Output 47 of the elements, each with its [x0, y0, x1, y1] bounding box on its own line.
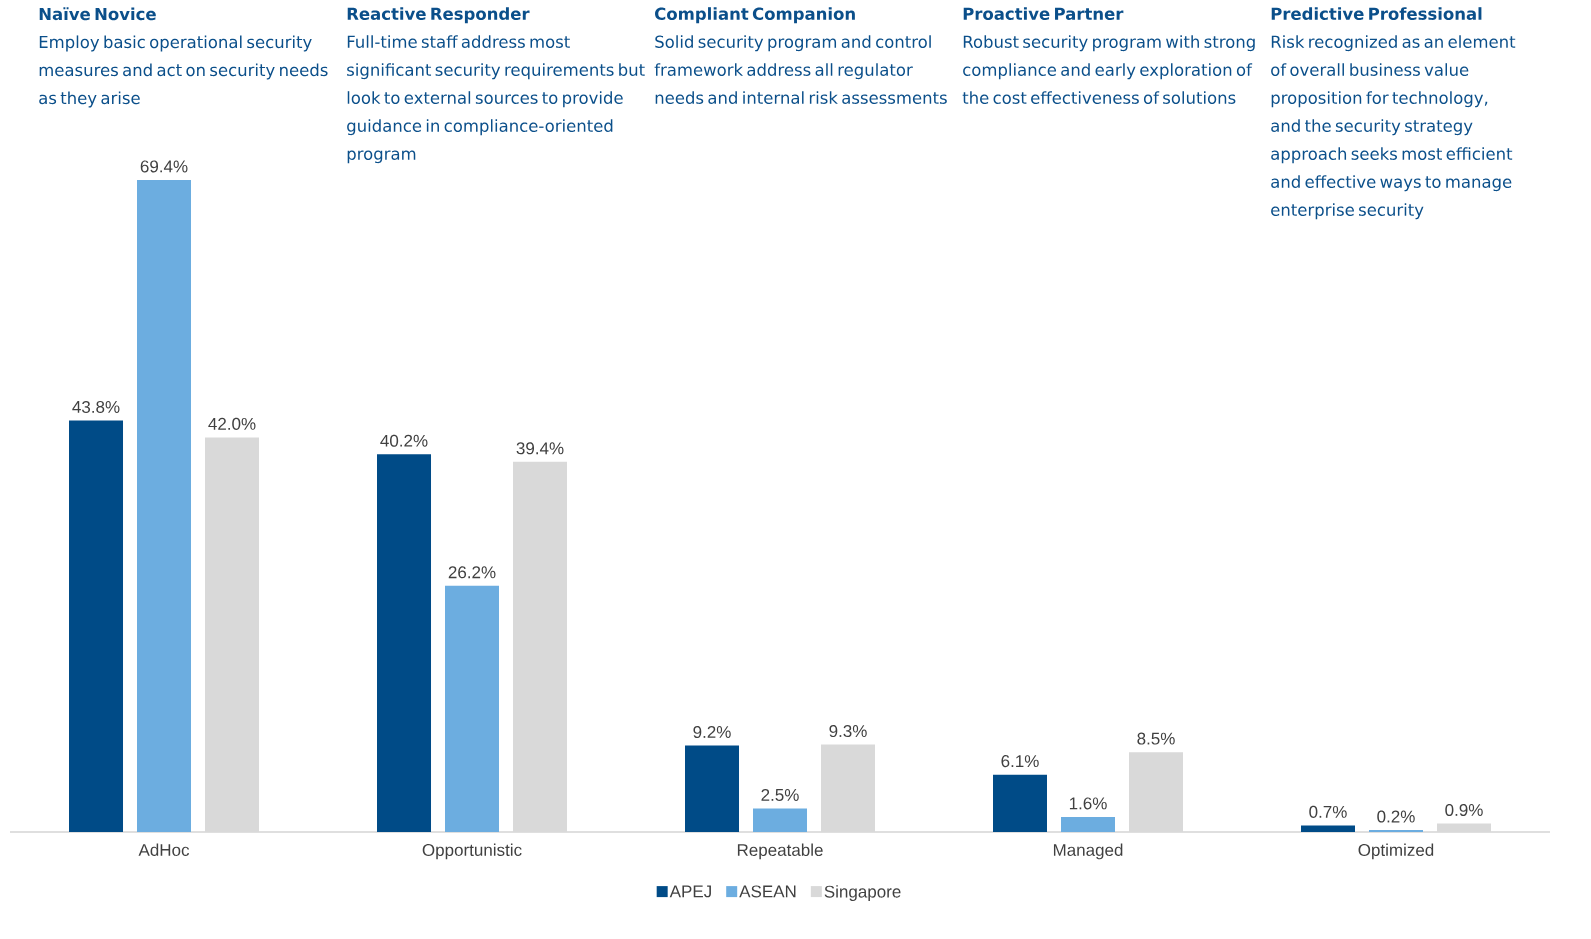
data-label: 39.4% — [516, 442, 564, 455]
bar — [685, 745, 740, 832]
bar — [513, 461, 568, 832]
data-label: 0.9% — [1445, 803, 1483, 816]
data-label: 26.2% — [448, 566, 496, 579]
bar — [821, 744, 875, 832]
bar — [993, 774, 1047, 832]
data-label: 43.8% — [72, 400, 120, 413]
text: Solid security program and control framework address all regulator needs and internal risk assessments — [654, 35, 947, 104]
data-label: 0.2% — [1377, 810, 1415, 823]
x-tick-label: Repeatable — [737, 843, 823, 860]
x-tick-label: Optimized — [1358, 843, 1434, 860]
bar — [445, 585, 500, 832]
text: Naïve Novice — [39, 7, 156, 21]
bar — [1301, 825, 1355, 832]
x-tick-label: Managed — [1053, 843, 1123, 860]
data-label: 42.0% — [208, 417, 256, 430]
text: Full-time staff address most significant security requirements but look to external sources to provide guidance in compliance-oriented program — [347, 35, 645, 164]
data-label: 8.5% — [1137, 732, 1175, 745]
bar — [1129, 752, 1183, 832]
bar — [137, 179, 192, 832]
legend-label: Singapore — [824, 885, 901, 902]
legend-label: ASEAN — [739, 885, 796, 898]
data-label: 6.1% — [1001, 755, 1039, 768]
x-tick-label: AdHoc — [138, 843, 190, 857]
x-tick-label: Opportunistic — [422, 843, 522, 860]
text: Reactive Responder — [347, 7, 530, 24]
bar — [377, 454, 432, 832]
data-label: 9.2% — [693, 725, 731, 739]
data-label: 1.6% — [1069, 797, 1107, 810]
data-label: 9.3% — [829, 725, 867, 738]
bar — [753, 808, 807, 832]
bar — [1437, 823, 1491, 832]
text: Robust security program with strong compliance and early exploration of the cost effectiveness of solutions — [962, 35, 1255, 104]
data-label: 2.5% — [761, 788, 799, 801]
text: Compliant Companion — [655, 7, 855, 24]
bar — [1061, 816, 1115, 832]
legend-label: APEJ — [669, 885, 711, 898]
bar — [205, 437, 260, 832]
data-label: 40.2% — [380, 434, 428, 447]
text: Proactive Partner — [963, 7, 1124, 20]
data-label: 0.7% — [1309, 805, 1347, 818]
bar — [69, 420, 124, 832]
text: Predictive Professional — [1271, 7, 1482, 20]
data-label: 69.4% — [140, 160, 188, 173]
annotation: Risk recognized as an element of overall business value proposition for technology, and the security strategy approach seeks most efficient and effective ways to manage enterprise security — [1271, 35, 1516, 220]
text: Employ basic operational security measures and act on security needs as they arise — [39, 35, 328, 108]
